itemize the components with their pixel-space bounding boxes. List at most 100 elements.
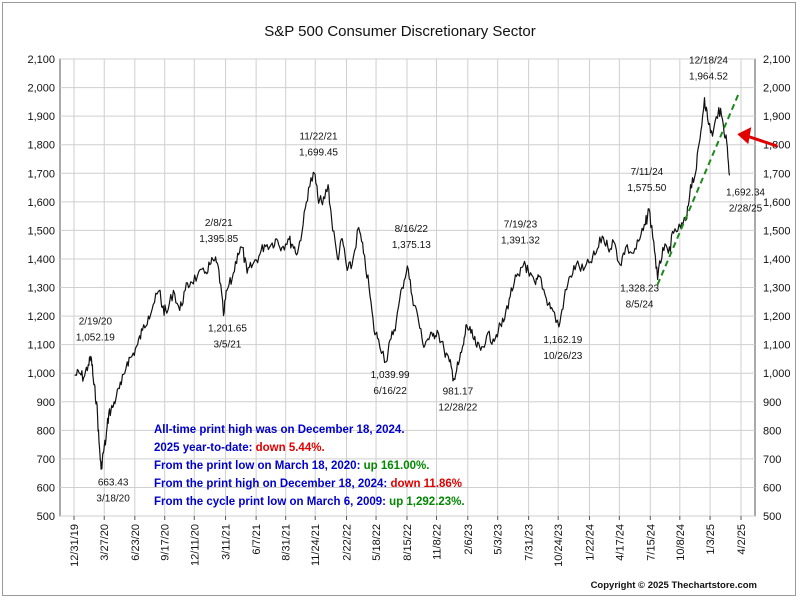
x-tick-label: 3/11/21 [221,524,233,560]
x-tick-label: 11/8/22 [432,524,444,560]
annotation-label: 8/5/24 [626,299,654,310]
y-tick-label-right: 900 [763,397,781,409]
x-tick-label: 10/8/24 [675,524,687,561]
y-tick-label-left: 1,900 [27,111,55,123]
annotation-label: 1,052.19 [76,332,115,343]
info-line: From the print high on December 18, 2024… [154,478,462,490]
y-tick-label-right: 1,200 [763,311,791,323]
y-tick-label-left: 1,100 [27,340,55,352]
x-tick-label: 2/22/22 [342,524,354,561]
x-tick-label: 12/31/19 [69,524,81,567]
info-line: From the print low on March 18, 2020: up… [154,460,429,472]
x-tick-label: 12/11/20 [189,524,201,566]
price-series [74,97,731,470]
info-line-text: From the print low on March 18, 2020: [154,460,364,472]
x-tick-label: 1/3/25 [705,524,717,555]
x-tick-label: 3/27/20 [99,524,111,561]
y-tick-label-left: 600 [37,482,55,494]
y-tick-label-right: 1,300 [763,283,791,295]
annotation-label: 3/5/21 [214,340,242,351]
y-tick-label-right: 1,500 [763,225,791,237]
y-tick-label-left: 1,300 [27,283,55,295]
info-line-text: 2025 year-to-date: [154,442,256,454]
annotation-label: 8/16/22 [395,224,429,235]
info-line-value: down 11.86% [390,478,462,490]
y-tick-label-right: 1,700 [763,168,791,180]
trendline [656,94,740,286]
x-tick-label: 7/31/23 [524,524,536,561]
y-tick-label-left: 900 [37,397,55,409]
x-tick-label: 6/7/21 [251,524,263,555]
y-tick-label-right: 800 [763,425,781,437]
annotation-label: 1,395.85 [199,234,238,245]
y-tick-label-left: 2,000 [27,83,55,95]
y-tick-label-right: 1,900 [763,111,791,123]
annotation-label: 2/19/20 [79,316,113,327]
x-tick-label: 5/3/23 [493,524,505,555]
y-tick-label-left: 1,700 [27,168,55,180]
y-tick-label-left: 2,100 [27,54,55,66]
series-line [74,97,731,470]
y-tick-label-left: 1,000 [27,368,55,380]
y-tick-label-left: 1,500 [27,225,55,237]
info-line-value: down 5.44%. [256,442,325,454]
chart-title: S&P 500 Consumer Discretionary Sector [264,23,536,40]
info-line: 2025 year-to-date: down 5.44%. [154,442,325,454]
x-tick-label: 11/24/21 [310,524,322,566]
info-line-value: up 1,292.23%. [389,496,464,508]
x-tick-label: 4/2/25 [736,524,748,555]
annotation-label: 1,391.32 [501,235,540,246]
info-line-text: From the print high on December 18, 2024… [154,478,390,490]
x-tick-label: 6/23/20 [130,524,142,561]
annotation-label: 1,162.19 [543,335,582,346]
annotation-label: 3/18/20 [96,493,130,504]
y-tick-label-right: 1,100 [763,340,791,352]
y-axis-left: 500 600 700 800 900 1,000 1,100 1,200 1,300 1,400… [27,54,55,523]
x-tick-label: 8/31/21 [281,524,293,561]
info-line-text: From the cycle print low on March 6, 200… [154,496,389,508]
annotation-label: 2/8/21 [205,218,233,229]
y-axis-right: 500 600 700 800 900 1,000 1,100 1,200 1,300 1,400… [763,54,791,523]
annotation-label: 1,699.45 [299,147,338,158]
annotation-label: 1,964.52 [689,72,728,83]
y-tick-label-right: 2,000 [763,83,791,95]
x-tick-label: 2/6/23 [463,524,475,555]
info-line: From the cycle print low on March 6, 200… [154,496,465,508]
x-axis: 12/31/19 3/27/20 6/23/20 9/17/20 12/11/20 3/1… [69,516,748,567]
x-tick-label: 4/17/24 [614,524,626,561]
grid-lines [60,58,755,517]
y-tick-label-left: 1,200 [27,311,55,323]
annotations: 2/19/20 1,052.19 663.43 3/18/20 2/8/21 1,395.… [76,56,766,505]
arrow-shaft [746,134,778,148]
x-tick-label: 9/17/20 [160,524,172,561]
annotation-label: 11/22/21 [299,131,338,142]
annotation-label: 7/19/23 [504,219,538,230]
red-arrow-icon [737,127,778,148]
annotation-label: 663.43 [98,477,129,488]
y-tick-label-left: 500 [37,511,55,523]
annotation-label: 1,201.65 [208,324,247,335]
annotation-label: 1,328.23 [620,283,659,294]
y-tick-label-left: 700 [37,454,55,466]
annotation-label: 2/28/25 [729,203,763,214]
trendline-dashed [656,94,740,286]
info-line: All-time print high was on December 18, … [154,424,405,436]
x-tick-label: 10/24/23 [553,524,565,567]
x-tick-label: 7/15/24 [645,524,657,561]
y-tick-label-right: 1,400 [763,254,791,266]
y-tick-label-right: 700 [763,454,781,466]
y-tick-label-right: 600 [763,482,781,494]
annotation-label: 981.17 [443,387,474,398]
y-tick-label-left: 800 [37,425,55,437]
annotation-label: 1,575.50 [627,183,666,194]
y-tick-label-right: 1,000 [763,368,791,380]
x-tick-label: 8/15/22 [402,524,414,561]
y-tick-label-left: 1,800 [27,140,55,152]
info-box: All-time print high was on December 18, … [154,424,465,508]
annotation-label: 1,692.34 [726,187,765,198]
annotation-label: 1,375.13 [392,240,431,251]
annotation-label: 10/26/23 [543,351,582,362]
y-tick-label-left: 1,600 [27,197,55,209]
annotation-label: 12/28/22 [438,403,477,414]
